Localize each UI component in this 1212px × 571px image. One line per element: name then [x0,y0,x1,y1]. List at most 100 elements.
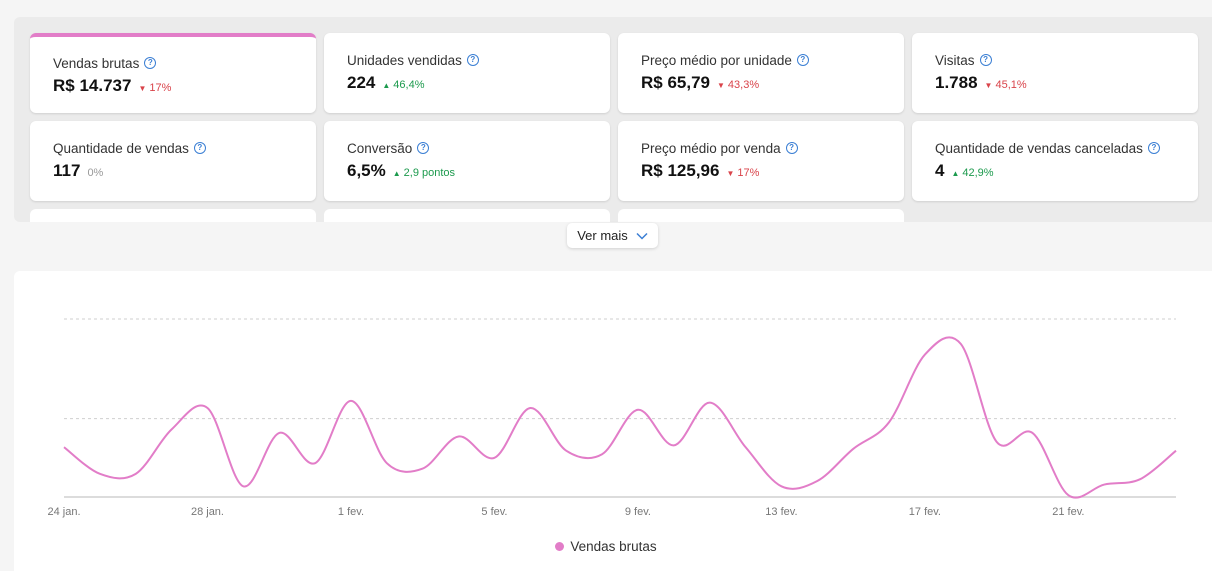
data-point[interactable] [635,407,641,413]
data-point[interactable] [743,444,749,450]
metric-card[interactable]: Vendas brutas? R$ 14.737 ▼ 17% [30,33,316,113]
metric-row: R$ 14.737 ▼ 17% [53,76,316,96]
metric-label-text: Vendas brutas [53,55,140,71]
metric-label: Preço médio por unidade? [641,50,904,70]
data-point[interactable] [527,405,533,411]
x-tick-label: 13 fev. [765,506,797,518]
metric-delta-value: 0% [87,167,104,179]
metric-label-text: Preço médio por venda [641,140,781,156]
metric-row: 6,5% ▲ 2,9 pontos [347,161,610,181]
ver-mais-button[interactable]: Ver mais [567,223,658,248]
metric-delta-value: 17% [149,82,172,94]
metric-label: Conversão? [347,138,610,158]
metric-card[interactable]: Preço médio por venda? R$ 125,96 ▼ 17% [618,121,904,201]
triangle-down-icon: ▼ [138,84,147,93]
data-point[interactable] [169,426,175,432]
metric-row: 1.788 ▼ 45,1% [935,73,1198,93]
metric-delta-value: 2,9 pontos [403,167,456,179]
triangle-down-icon: ▼ [726,169,735,178]
metric-row: R$ 125,96 ▼ 17% [641,161,904,181]
data-point[interactable] [312,460,318,466]
metric-value: 4 [935,161,945,180]
data-point[interactable] [1137,476,1143,482]
data-point[interactable] [384,460,390,466]
series-line-vendas-brutas [63,336,1177,499]
help-circle-icon[interactable]: ? [144,57,157,69]
legend-dot [555,541,565,551]
help-circle-icon[interactable]: ? [785,142,798,154]
data-point[interactable] [61,444,67,450]
ver-mais-label: Ver mais [577,228,628,243]
metric-delta: ▲ 2,9 pontos [393,167,455,179]
metric-delta: 0% [87,167,103,179]
metric-card[interactable]: Visitas? 1.788 ▼ 45,1% [912,33,1198,113]
data-point[interactable] [420,466,426,472]
metric-card[interactable]: Conversão? 6,5% ▲ 2,9 pontos [324,121,610,201]
data-point[interactable] [348,398,354,404]
triangle-up-icon: ▲ [392,169,401,178]
data-point[interactable] [240,483,246,489]
help-circle-icon[interactable]: ? [796,54,809,66]
legend-label: Vendas brutas [570,538,657,554]
metric-value: R$ 125,96 [641,161,720,180]
data-point[interactable] [707,400,713,406]
data-point[interactable] [778,483,784,489]
help-circle-icon[interactable]: ? [979,54,992,66]
triangle-up-icon: ▲ [951,169,960,178]
metric-label: Quantidade de vendas? [53,138,316,158]
metric-delta: ▲ 46,4% [382,79,424,91]
metric-card[interactable]: Quantidade de vendas canceladas? 4 ▲ 42,9% [912,121,1198,201]
data-point[interactable] [491,455,497,461]
x-tick-label: 24 jan. [47,506,80,518]
data-point[interactable] [1030,430,1036,436]
metric-delta-value: 17% [737,167,760,179]
data-point[interactable] [276,430,282,436]
data-point[interactable] [204,405,210,411]
chart-legend[interactable]: Vendas brutas [0,536,1212,556]
data-point[interactable] [1065,492,1071,498]
data-point[interactable] [563,448,569,454]
data-point[interactable] [814,478,820,484]
metric-card[interactable]: Preço médio por unidade? R$ 65,79 ▼ 43,3% [618,33,904,113]
metric-label: Vendas brutas? [53,53,316,73]
help-circle-icon[interactable]: ? [466,54,479,66]
x-tick-label: 17 fev. [909,506,941,518]
data-point[interactable] [456,433,462,439]
chevron-down-icon [636,232,648,240]
triangle-down-icon: ▼ [717,81,725,90]
help-circle-icon[interactable]: ? [417,142,430,154]
triangle-down-icon: ▼ [984,81,993,90]
data-point[interactable] [599,451,605,457]
hidden-metric-card [618,209,904,222]
metric-value: 117 [53,161,81,180]
data-point[interactable] [133,471,139,477]
data-point[interactable] [922,352,928,358]
metric-row: 4 ▲ 42,9% [935,161,1198,181]
metric-delta-value: 42,9% [962,167,994,179]
metric-delta: ▼ 17% [138,82,171,94]
data-point[interactable] [1173,448,1179,454]
data-point[interactable] [850,446,856,452]
data-point[interactable] [671,442,677,448]
data-point[interactable] [958,341,964,347]
metric-delta: ▼ 45,1% [985,79,1027,91]
data-point[interactable] [1101,482,1107,488]
hidden-metric-card [30,209,316,222]
metric-delta: ▼ 17% [726,167,759,179]
metric-card[interactable]: Unidades vendidas? 224 ▲ 46,4% [324,33,610,113]
data-point[interactable] [886,419,892,425]
help-circle-icon[interactable]: ? [193,142,206,154]
help-circle-icon[interactable]: ? [1147,142,1160,154]
sales-line-chart: 24 jan. 28 jan. 1 fev. 5 fev. 9 fev. 13 fev. 1… [47,318,1179,518]
data-point[interactable] [994,439,1000,445]
x-tick-label: 9 fev. [625,506,651,518]
metric-label: Quantidade de vendas canceladas? [935,138,1198,158]
metric-label-text: Quantidade de vendas [53,140,189,156]
metric-label-text: Unidades vendidas [347,52,462,68]
metric-label-text: Visitas [935,52,975,68]
x-tick-label: 5 fev. [481,506,507,518]
metric-delta: ▼ 43,3% [717,79,759,91]
data-point[interactable] [97,471,103,477]
metric-delta-value: 45,1% [995,79,1027,91]
metric-card[interactable]: Quantidade de vendas? 117 0% [30,121,316,201]
